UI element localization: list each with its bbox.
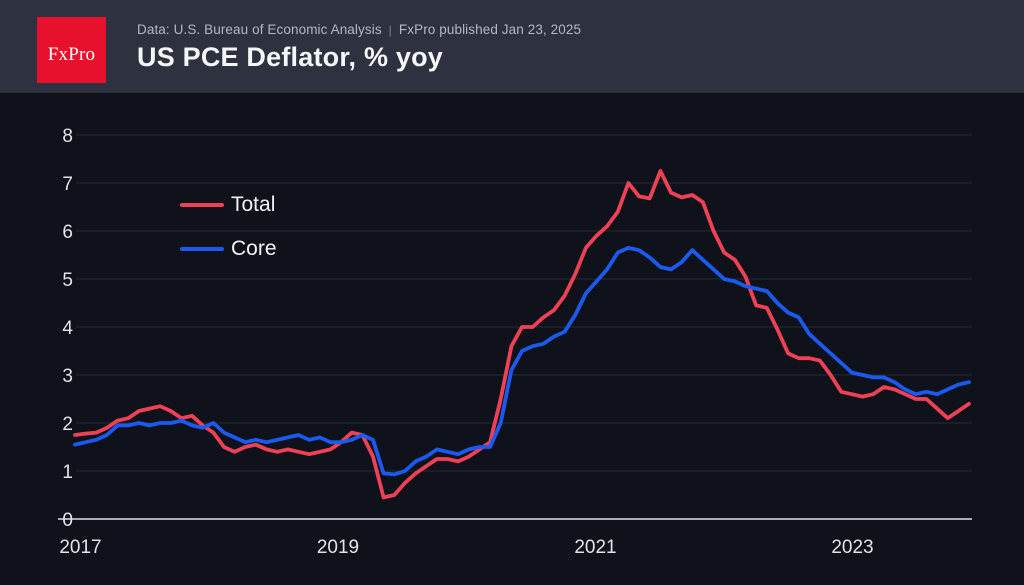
y-tick-label: 6 [62,222,73,243]
x-tick-label: 2023 [831,537,873,558]
fxpro-logo: FxPro [37,17,106,83]
chart-subtitle: Data: U.S. Bureau of Economic Analysis | F… [137,22,581,37]
series-line-core [73,245,971,477]
y-tick-label: 4 [62,318,73,339]
published-date-text: FxPro published Jan 23, 2025 [398,22,582,37]
legend-label-total: Total [231,193,276,216]
x-tick-label: 2017 [59,537,101,558]
y-tick-label: 5 [62,270,73,291]
y-tick-label: 8 [62,126,73,147]
series-line-total [73,169,971,500]
subtitle-separator: | [388,23,392,37]
legend-item-core: Core [180,237,277,261]
legend-label-core: Core [231,237,277,260]
header-bar: FxPro Data: U.S. Bureau of Economic Anal… [0,0,1024,93]
legend-item-total: Total [180,193,275,217]
y-tick-label: 2 [62,414,73,435]
core-line-swatch [180,247,224,251]
y-tick-label: 7 [62,174,73,195]
total-line-swatch [180,203,224,207]
y-tick-label: 3 [62,366,73,387]
header-text-block: Data: U.S. Bureau of Economic Analysis | F… [137,22,581,73]
page-title: US PCE Deflator, % yoy [137,42,443,72]
y-tick-label: 0 [62,510,73,531]
gridlines [58,134,972,520]
data-source-text: Data: U.S. Bureau of Economic Analysis [137,22,382,37]
x-tick-label: 2019 [317,537,359,558]
y-tick-label: 1 [62,462,73,483]
axis-tick-labels: 0 1 2 3 4 5 6 7 8 2017 2019 2021 2023 [59,126,873,558]
x-tick-label: 2021 [574,537,616,558]
fxpro-logo-text: FxPro [47,44,96,65]
